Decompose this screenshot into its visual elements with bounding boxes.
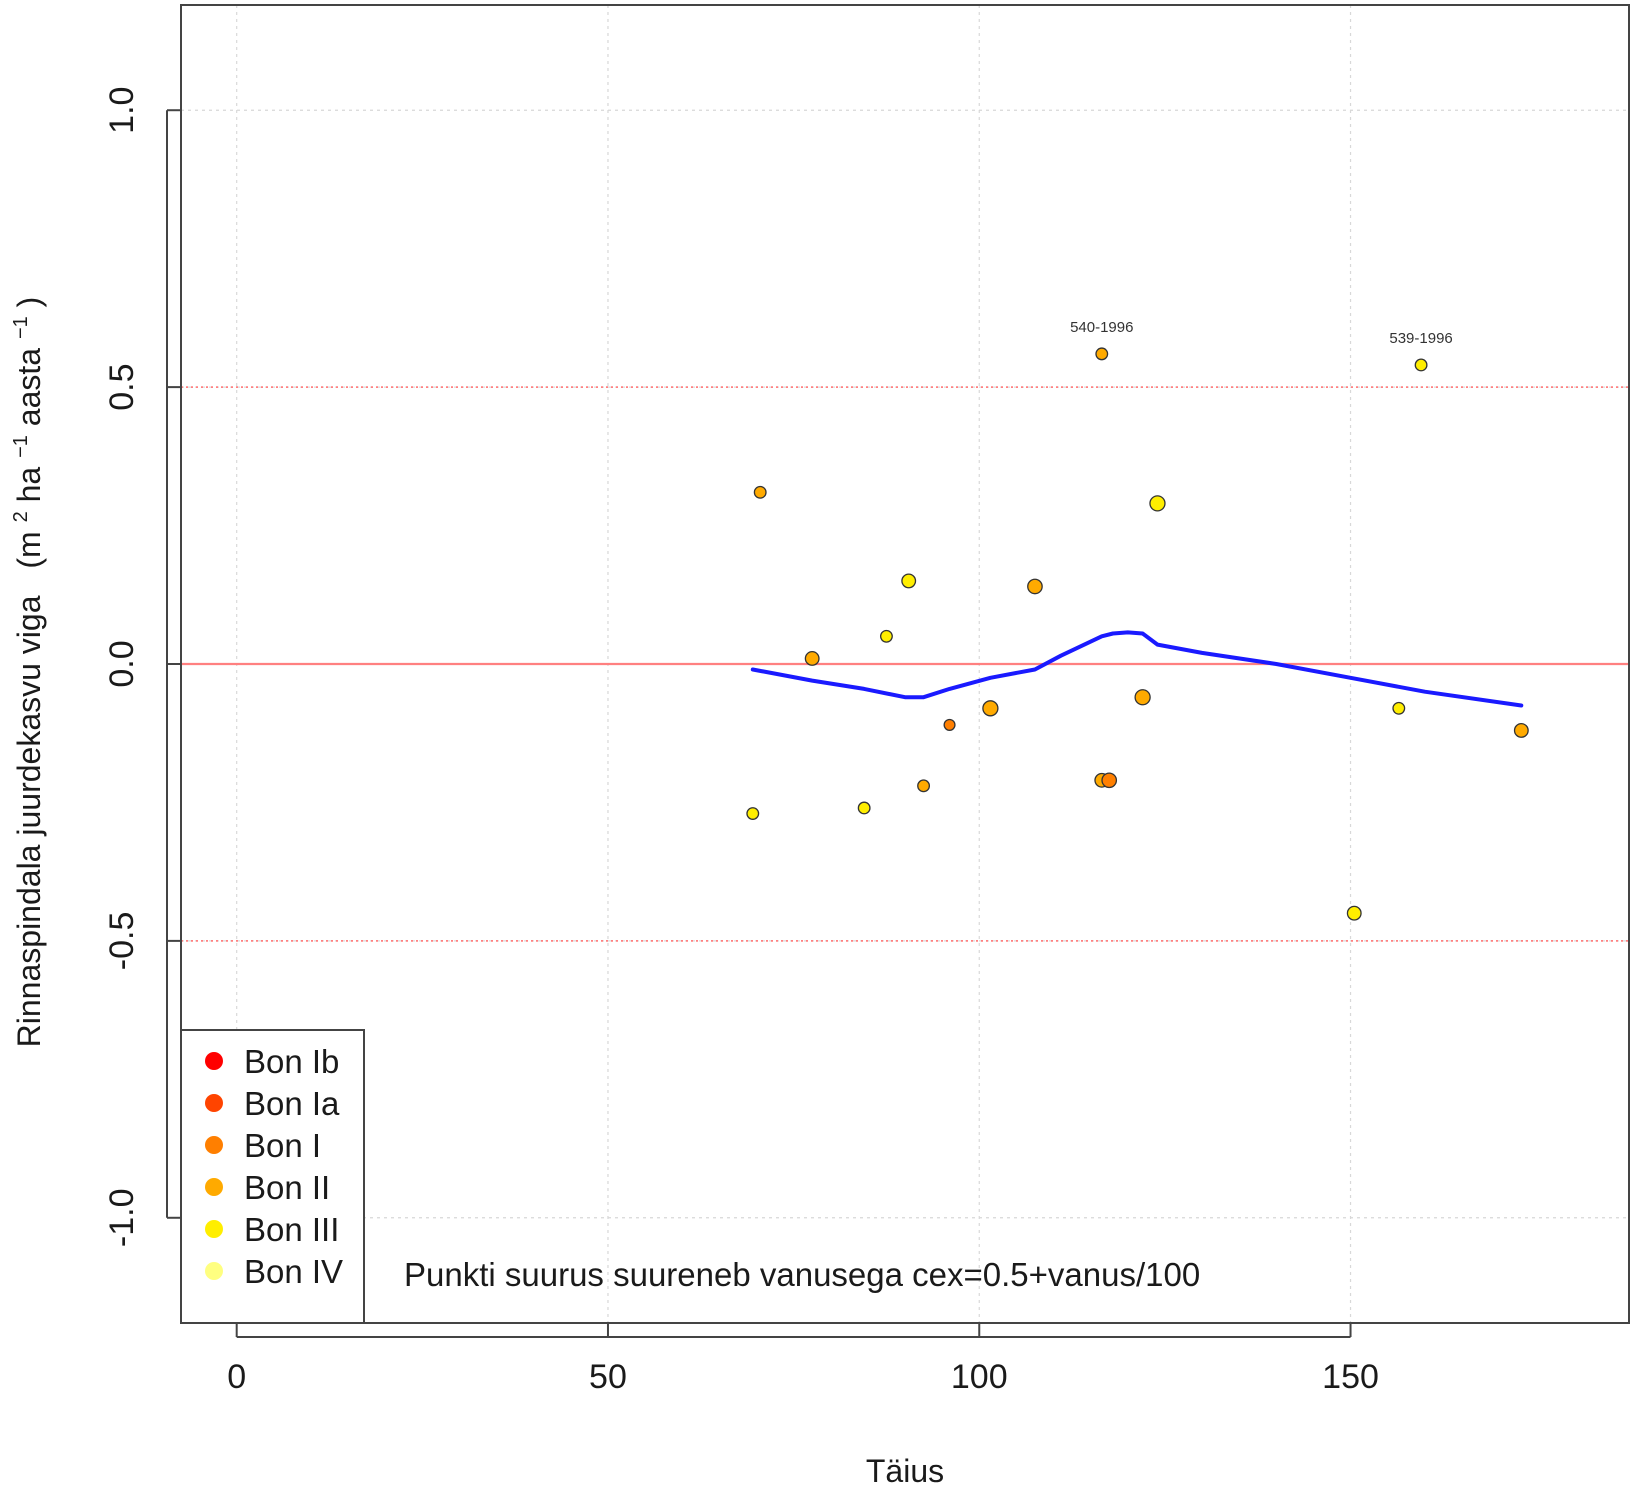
y-axis-title-sup-3: −1	[10, 316, 32, 339]
x-tick-label-1: 50	[589, 1358, 627, 1396]
data-point-0	[753, 485, 767, 499]
data-point-10	[1095, 347, 1109, 361]
data-point-6	[917, 779, 931, 793]
y-tick-label-0: -1.0	[103, 1188, 141, 1247]
data-point-18	[1513, 723, 1529, 738]
y-axis-title-main: Rinnaspindala juurdekasvu viga	[11, 595, 47, 1047]
y-tick-label-4: 1.0	[103, 87, 141, 134]
y-tick-label-1: -0.5	[103, 912, 141, 971]
legend-label-4: Bon III	[244, 1211, 339, 1248]
x-tick-label-3: 150	[1322, 1358, 1379, 1396]
legend-marker-3	[205, 1178, 223, 1196]
y-axis-title-unit-close: )	[11, 297, 47, 308]
data-point-8	[982, 700, 999, 717]
legend-label-2: Bon I	[244, 1127, 321, 1164]
legend-marker-2	[205, 1136, 223, 1154]
smooth-line-layer	[750, 630, 1524, 708]
data-point-16	[1392, 701, 1406, 715]
legend-label-5: Bon IV	[244, 1253, 343, 1290]
legend-label-0: Bon Ib	[244, 1043, 339, 1080]
legend: Bon Ib Bon Ia Bon I Bon II Bon III Bon IV	[180, 1029, 365, 1324]
smooth-line	[750, 630, 1524, 708]
y-tick-label-3: 0.5	[103, 363, 141, 410]
x-tick-label-2: 100	[951, 1358, 1008, 1396]
x-tick-label-0: 0	[227, 1358, 246, 1396]
y-axis: -1.0 -0.5 0.0 0.5 1.0	[103, 87, 181, 1247]
point-labels-layer: 540-1996 539-1996	[1070, 319, 1453, 347]
data-point-15	[1346, 905, 1362, 921]
legend-marker-5	[205, 1262, 223, 1280]
legend-label-1: Bon Ia	[244, 1085, 340, 1122]
data-point-1	[746, 807, 760, 820]
legend-marker-4	[205, 1220, 223, 1238]
y-axis-title-sup-2: −1	[10, 435, 32, 458]
y-axis-title-ha: ha	[11, 467, 47, 503]
y-axis-title: Rinnaspindala juurdekasvu viga (m 2 ha −…	[0, 297, 47, 1048]
data-point-2	[804, 651, 820, 666]
y-axis-title-unit-open: (m	[11, 531, 47, 568]
data-point-9	[1027, 578, 1043, 595]
x-axis-title: Täius	[866, 1453, 944, 1486]
point-label-10: 540-1996	[1070, 319, 1133, 336]
data-point-4	[879, 629, 893, 643]
point-label-17: 539-1996	[1389, 330, 1452, 347]
legend-marker-0	[205, 1052, 223, 1070]
data-point-5	[901, 573, 917, 589]
y-axis-title-aasta: aasta	[11, 348, 47, 426]
data-point-12	[1101, 772, 1118, 789]
data-point-13	[1134, 689, 1151, 706]
points-layer	[746, 347, 1529, 921]
data-point-14	[1149, 495, 1166, 512]
legend-marker-1	[205, 1094, 223, 1112]
size-annotation: Punkti suurus suureneb vanusega cex=0.5+…	[404, 1256, 1200, 1293]
x-axis: 0 50 100 150	[227, 1323, 1379, 1396]
legend-entries: Bon Ib Bon Ia Bon I Bon II Bon III Bon IV	[205, 1043, 343, 1290]
data-point-7	[943, 718, 956, 731]
data-point-3	[857, 801, 871, 815]
y-axis-title-sup-1: 2	[10, 511, 32, 522]
legend-label-3: Bon II	[244, 1169, 330, 1206]
data-point-17	[1414, 358, 1428, 372]
reference-lines	[181, 386, 1629, 942]
y-tick-label-2: 0.0	[103, 640, 141, 687]
